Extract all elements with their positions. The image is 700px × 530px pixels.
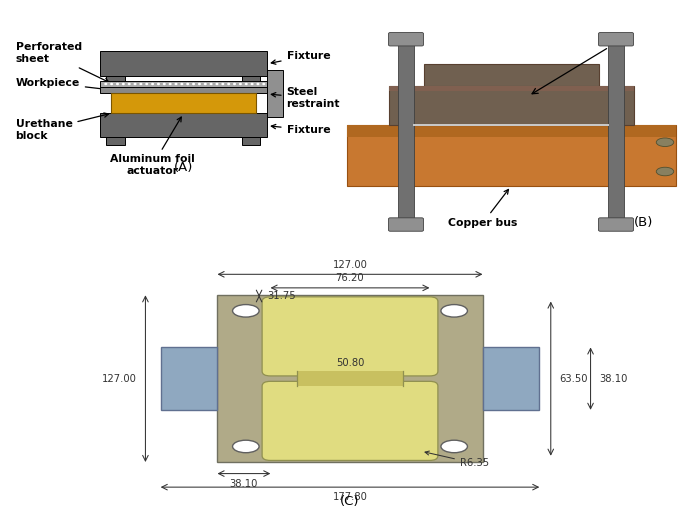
Text: Workpiece: Workpiece <box>15 77 108 91</box>
Circle shape <box>169 83 172 85</box>
Circle shape <box>227 83 230 85</box>
Bar <box>111 93 256 113</box>
Text: 127.00: 127.00 <box>332 260 368 270</box>
Circle shape <box>145 83 148 85</box>
Bar <box>106 76 125 83</box>
Circle shape <box>186 83 189 85</box>
FancyBboxPatch shape <box>598 32 634 46</box>
Text: R6.35: R6.35 <box>425 451 489 469</box>
Ellipse shape <box>657 167 673 176</box>
Circle shape <box>216 83 218 85</box>
Circle shape <box>163 83 166 85</box>
Text: Urethane
block: Urethane block <box>15 113 108 140</box>
Bar <box>297 369 403 388</box>
Circle shape <box>204 83 206 85</box>
FancyBboxPatch shape <box>598 218 634 231</box>
Bar <box>608 35 624 225</box>
Circle shape <box>127 83 131 85</box>
Text: 12.70: 12.70 <box>362 374 391 384</box>
Bar <box>242 76 260 83</box>
Circle shape <box>157 83 160 85</box>
FancyBboxPatch shape <box>389 218 424 231</box>
Bar <box>100 112 267 113</box>
FancyBboxPatch shape <box>262 382 438 461</box>
Circle shape <box>192 83 195 85</box>
Circle shape <box>221 83 225 85</box>
Circle shape <box>151 83 154 85</box>
Bar <box>100 113 267 137</box>
Circle shape <box>116 83 119 85</box>
Bar <box>242 137 260 145</box>
Circle shape <box>122 83 125 85</box>
Bar <box>297 372 403 386</box>
Bar <box>389 86 634 125</box>
Text: Aluminum foil
actuator: Aluminum foil actuator <box>110 117 195 176</box>
Bar <box>218 295 482 462</box>
Ellipse shape <box>232 440 259 453</box>
Bar <box>346 125 676 137</box>
Ellipse shape <box>232 305 259 317</box>
Text: 177.80: 177.80 <box>332 492 368 502</box>
Text: Fixture: Fixture <box>272 125 330 135</box>
Text: 38.10: 38.10 <box>230 479 258 489</box>
Text: 127.00: 127.00 <box>102 374 137 384</box>
Circle shape <box>251 83 253 85</box>
Bar <box>267 70 284 117</box>
Circle shape <box>104 83 107 85</box>
Circle shape <box>181 83 183 85</box>
Text: (A): (A) <box>174 161 193 174</box>
Circle shape <box>174 83 178 85</box>
Text: (C): (C) <box>340 495 360 508</box>
Bar <box>100 81 267 87</box>
Circle shape <box>134 83 136 85</box>
Circle shape <box>233 83 236 85</box>
Text: Fixture: Fixture <box>272 51 330 64</box>
Bar <box>424 64 598 86</box>
Circle shape <box>198 83 201 85</box>
Ellipse shape <box>657 138 673 146</box>
Text: 63.50: 63.50 <box>559 374 587 384</box>
Bar <box>413 124 609 126</box>
Text: 50.80: 50.80 <box>336 358 364 368</box>
Bar <box>100 87 267 93</box>
Bar <box>398 35 414 225</box>
Ellipse shape <box>441 305 468 317</box>
FancyBboxPatch shape <box>262 297 438 376</box>
Bar <box>100 51 267 76</box>
Text: Perforated
sheet: Perforated sheet <box>15 42 108 82</box>
Text: 31.75: 31.75 <box>267 291 296 301</box>
Bar <box>482 347 540 410</box>
Circle shape <box>262 83 265 85</box>
Circle shape <box>245 83 248 85</box>
Bar <box>160 347 218 410</box>
Text: Copper bus: Copper bus <box>448 189 518 228</box>
Text: 38.10: 38.10 <box>599 374 627 384</box>
Bar <box>389 86 634 91</box>
Ellipse shape <box>441 440 468 453</box>
Bar <box>106 137 125 145</box>
Text: 76.20: 76.20 <box>336 273 364 283</box>
Circle shape <box>256 83 260 85</box>
FancyBboxPatch shape <box>389 32 424 46</box>
Text: (B): (B) <box>634 216 654 229</box>
Circle shape <box>239 83 242 85</box>
Circle shape <box>209 83 213 85</box>
Circle shape <box>139 83 142 85</box>
Bar <box>346 125 676 186</box>
Circle shape <box>110 83 113 85</box>
Text: Steel
restraint: Steel restraint <box>272 87 340 109</box>
